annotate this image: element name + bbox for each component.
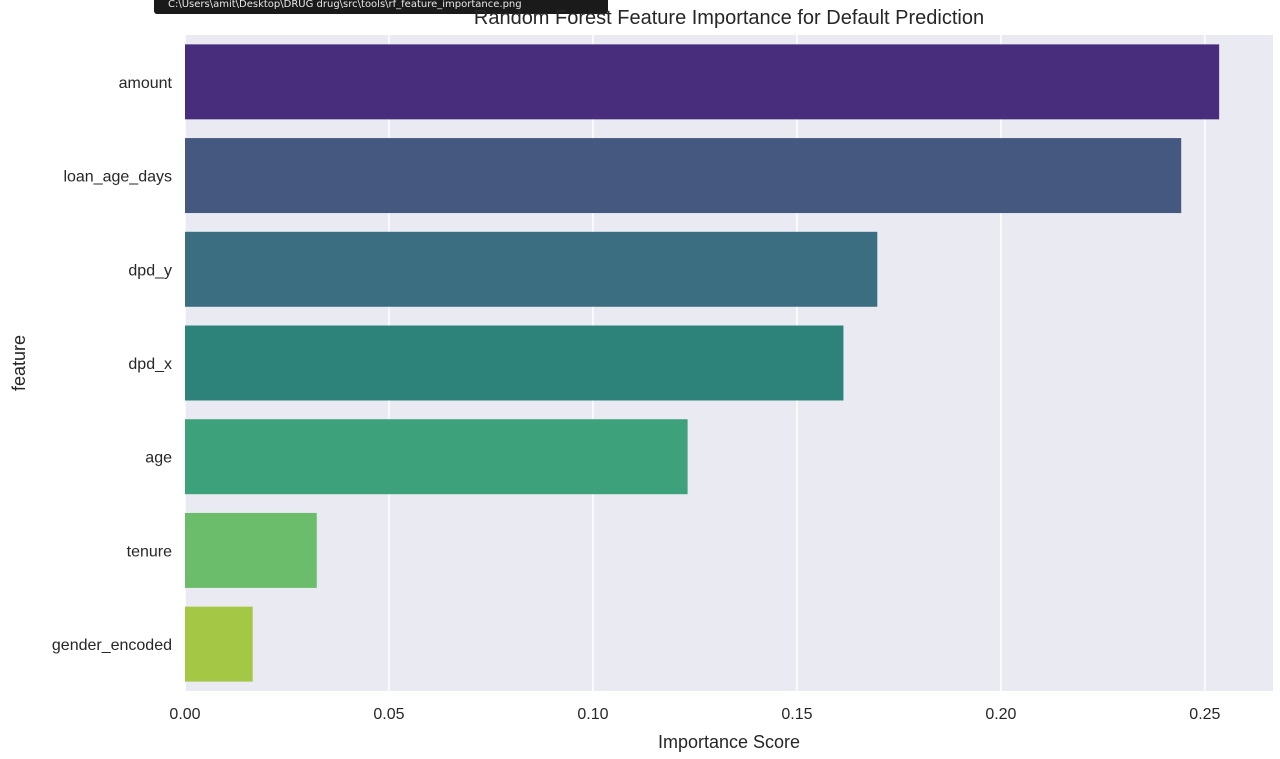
y-tick-label: tenure: [127, 543, 172, 560]
x-tick-label: 0.10: [577, 706, 608, 723]
bar-amount: [185, 44, 1220, 120]
y-tick-label: dpd_y: [128, 262, 172, 279]
bar-tenure: [185, 512, 317, 588]
bar-dpd-x: [185, 325, 844, 401]
y-axis-title: feature: [9, 335, 29, 391]
x-axis-title: Importance Score: [658, 732, 800, 752]
x-tick-label: 0.15: [781, 706, 812, 723]
chart-title: Random Forest Feature Importance for Def…: [474, 7, 984, 29]
x-tick-label: 0.05: [373, 706, 404, 723]
y-tick-label: amount: [119, 75, 173, 92]
y-tick-label: gender_encoded: [52, 637, 172, 654]
x-tick-label: 0.25: [1189, 706, 1220, 723]
bars: [185, 44, 1220, 682]
bar-dpd-y: [185, 231, 878, 307]
x-tick-labels: 0.00 0.05 0.10 0.15 0.20 0.25: [169, 706, 1220, 723]
x-tick-label: 0.00: [169, 706, 200, 723]
y-tick-label: dpd_x: [128, 356, 172, 373]
y-tick-label: loan_age_days: [63, 169, 172, 186]
bar-loan-age-days: [185, 138, 1182, 214]
x-tick-label: 0.20: [985, 706, 1016, 723]
file-path-tooltip: C:\Users\amit\Desktop\DRUG drug\src\tool…: [154, 0, 608, 14]
bar-gender-encoded: [185, 606, 253, 682]
bar-age: [185, 419, 688, 495]
y-tick-label: age: [145, 450, 172, 467]
